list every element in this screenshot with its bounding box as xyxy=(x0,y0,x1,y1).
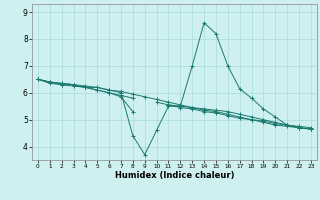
X-axis label: Humidex (Indice chaleur): Humidex (Indice chaleur) xyxy=(115,171,234,180)
